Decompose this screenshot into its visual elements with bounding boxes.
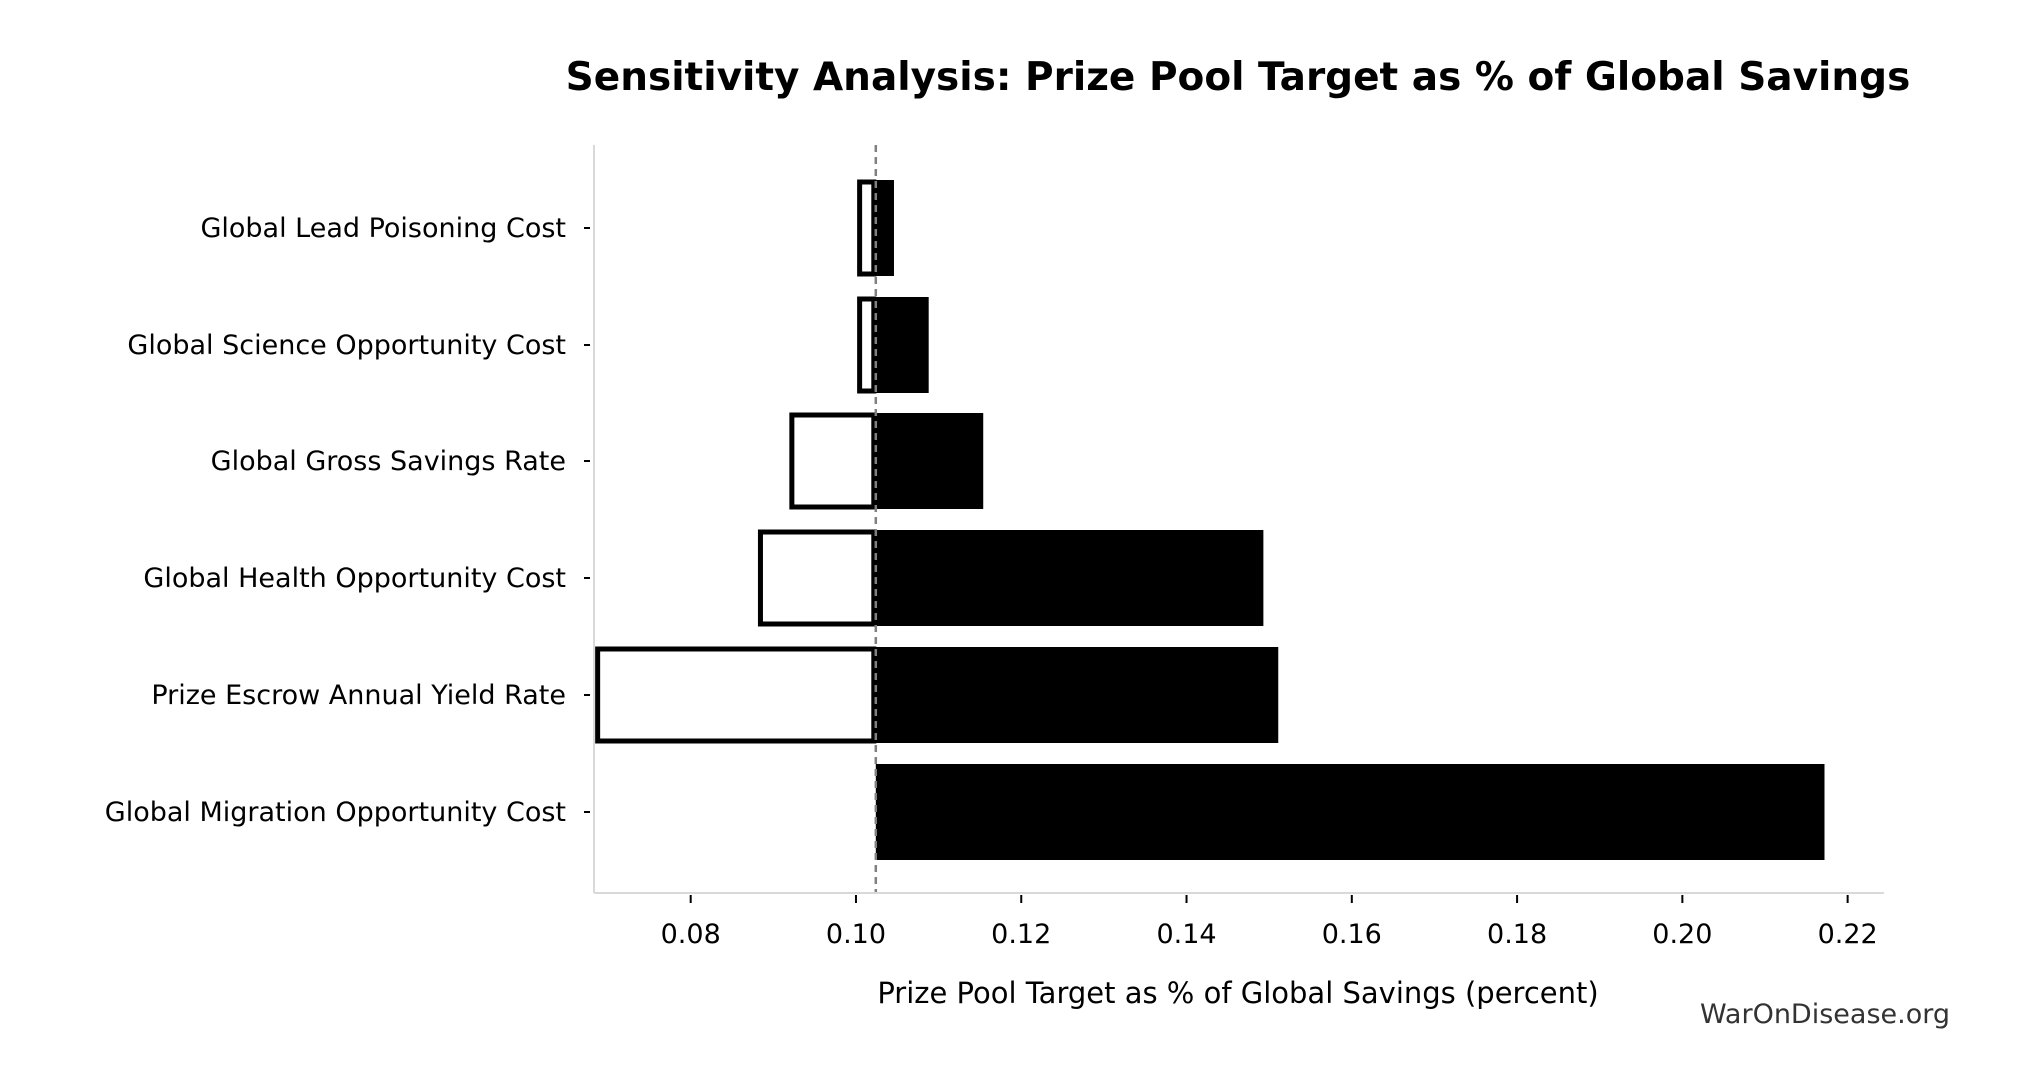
bar-high (875, 297, 929, 393)
x-tick-label: 0.20 (1652, 919, 1712, 950)
x-tick-label: 0.08 (661, 919, 721, 950)
y-tick-label: Global Gross Savings Rate (211, 446, 566, 477)
chart-title: Sensitivity Analysis: Prize Pool Target … (566, 55, 1911, 100)
bar-low (857, 179, 877, 277)
bar-low (757, 529, 877, 627)
x-tick-label: 0.18 (1487, 919, 1547, 950)
x-tick-label: 0.16 (1322, 919, 1382, 950)
x-tick-label: 0.14 (1156, 919, 1216, 950)
bar-high (875, 647, 1279, 743)
x-tick-label: 0.12 (991, 919, 1051, 950)
bar-high (875, 180, 894, 276)
y-tick-label: Global Science Opportunity Cost (127, 330, 566, 361)
x-tick-label: 0.22 (1818, 919, 1878, 950)
bar-low (789, 412, 877, 510)
bar-high (875, 764, 1825, 860)
y-tick-label: Global Migration Opportunity Cost (105, 797, 566, 828)
bar-high (875, 530, 1264, 626)
bar-low (857, 296, 877, 394)
watermark: WarOnDisease.org (1700, 999, 1950, 1030)
y-tick-label: Global Health Opportunity Cost (143, 563, 566, 594)
y-tick-label: Global Lead Poisoning Cost (200, 213, 566, 244)
y-tick-label: Prize Escrow Annual Yield Rate (151, 680, 566, 711)
x-axis-label: Prize Pool Target as % of Global Savings… (877, 976, 1598, 1010)
x-tick-label: 0.10 (826, 919, 886, 950)
bar-low (595, 646, 877, 744)
bar-high (875, 413, 984, 509)
